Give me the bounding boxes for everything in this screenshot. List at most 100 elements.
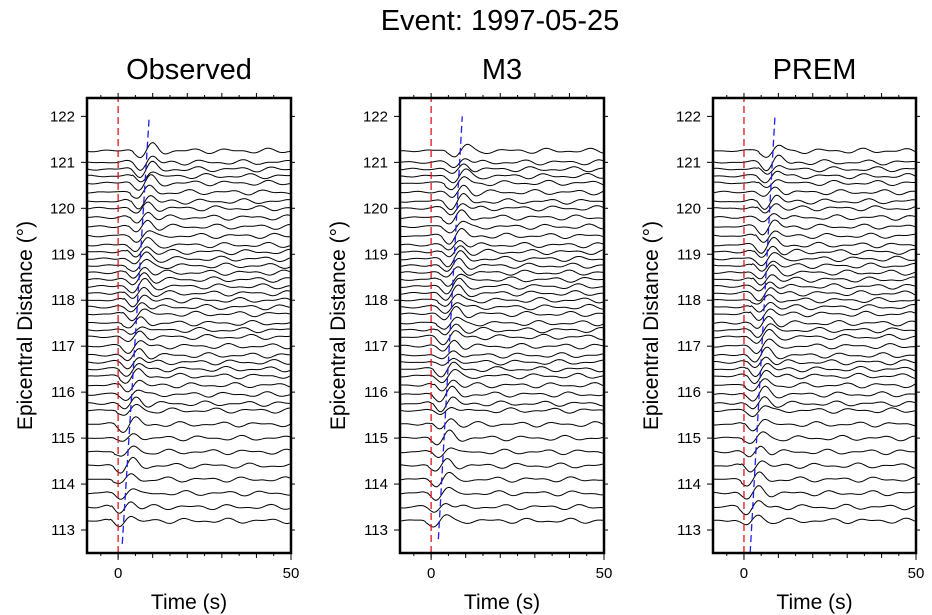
trace-116.65 (400, 357, 604, 366)
trace-113.2 (400, 514, 604, 528)
trace-117.35 (87, 326, 291, 335)
trace-120.85 (87, 160, 291, 179)
trace-113.5 (87, 501, 291, 514)
trace-119.05 (400, 245, 604, 258)
trace-119.4 (87, 230, 291, 243)
trace-120.85 (713, 164, 916, 175)
trace-121.25 (713, 144, 916, 158)
trace-118.3 (400, 277, 604, 295)
traces (87, 98, 291, 553)
trace-114.4 (400, 458, 604, 472)
y-tick-label: 121 (363, 154, 388, 171)
trace-113.8 (400, 486, 604, 501)
trace-116.65 (87, 357, 291, 370)
y-tick-label: 113 (51, 522, 75, 539)
y-tick-label: 120 (363, 200, 388, 217)
trace-115.3 (400, 418, 604, 430)
panel-2: M3 113 114 115 116 117 118 119 120 121 122 0 50 Time … (327, 54, 612, 614)
trace-118.75 (713, 260, 916, 272)
y-axis-label: Epicentral Distance (°) (640, 221, 663, 430)
trace-117 (713, 338, 916, 355)
trace-119.8 (713, 213, 916, 223)
trace-115 (400, 429, 604, 446)
y-tick-label: 113 (364, 522, 388, 539)
trace-116.35 (400, 368, 604, 384)
trace-120.85 (400, 163, 604, 174)
x-axis-label: Time (s) (464, 591, 540, 614)
trace-120.55 (87, 174, 291, 191)
trace-114.7 (400, 447, 604, 459)
trace-118 (87, 294, 291, 308)
trace-117.7 (713, 308, 916, 321)
y-tick-label: 120 (676, 200, 701, 217)
plot-frame (85, 96, 293, 555)
trace-120.7 (713, 170, 916, 184)
trace-116.35 (713, 369, 916, 385)
y-tick-label: 116 (51, 384, 75, 401)
trace-121.25 (87, 142, 291, 159)
trace-117.7 (87, 308, 291, 322)
traces (713, 98, 916, 553)
trace-119.6 (400, 220, 604, 234)
trace-119.2 (400, 239, 604, 251)
y-tick-label: 114 (364, 476, 388, 493)
y-tick-label: 121 (50, 154, 75, 171)
trace-114.1 (713, 471, 916, 487)
trace-119.4 (713, 230, 916, 243)
trace-118.45 (400, 273, 604, 287)
y-tick-label: 122 (363, 108, 388, 125)
trace-114.4 (713, 460, 916, 473)
x-tick-label: 0 (427, 565, 435, 582)
trace-120.35 (713, 186, 916, 197)
trace-113.8 (713, 485, 916, 500)
y-tick-label: 119 (364, 246, 388, 263)
panel-title: PREM (773, 54, 857, 86)
plot-frame (398, 96, 606, 555)
trace-120.15 (713, 194, 916, 210)
trace-113.5 (713, 500, 916, 516)
trace-115 (713, 431, 916, 444)
x-tick-label: 0 (740, 565, 748, 582)
trace-118.15 (87, 286, 291, 299)
panel-title: M3 (482, 54, 522, 86)
trace-116.8 (713, 346, 916, 363)
trace-116.5 (713, 362, 916, 378)
arrival-line (437, 116, 463, 540)
trace-120.15 (87, 195, 291, 210)
y-tick-label: 117 (51, 338, 75, 355)
trace-120.7 (87, 171, 291, 183)
trace-120.35 (87, 184, 291, 199)
trace-119.05 (713, 246, 916, 258)
trace-115.3 (87, 416, 291, 434)
trace-114.7 (713, 445, 916, 458)
y-tick-label: 119 (677, 246, 701, 263)
trace-120.15 (400, 192, 604, 211)
x-axis-label: Time (s) (776, 591, 852, 614)
x-axis-label: Time (s) (151, 591, 227, 614)
trace-121 (87, 155, 291, 171)
y-tick-label: 114 (677, 476, 701, 493)
y-tick-label: 115 (51, 430, 75, 447)
y-tick-label: 116 (364, 384, 388, 401)
plot-frame (711, 96, 918, 555)
trace-121 (400, 158, 604, 169)
trace-116.5 (87, 362, 291, 377)
trace-121 (713, 154, 916, 172)
y-tick-label: 117 (364, 338, 388, 355)
trace-115.6 (87, 403, 291, 416)
trace-119.8 (400, 209, 604, 225)
trace-115.6 (713, 405, 916, 418)
trace-120.35 (400, 184, 604, 198)
trace-118 (713, 294, 916, 305)
trace-114.4 (87, 456, 291, 474)
y-tick-label: 118 (51, 292, 75, 309)
trace-114.7 (87, 445, 291, 457)
y-tick-label: 117 (677, 338, 701, 355)
trace-117.85 (713, 301, 916, 313)
trace-115.6 (400, 406, 604, 416)
y-tick-label: 113 (677, 522, 701, 539)
trace-116.5 (400, 361, 604, 378)
trace-118.3 (87, 277, 291, 294)
y-tick-label: 119 (51, 246, 75, 263)
trace-117 (87, 340, 291, 354)
